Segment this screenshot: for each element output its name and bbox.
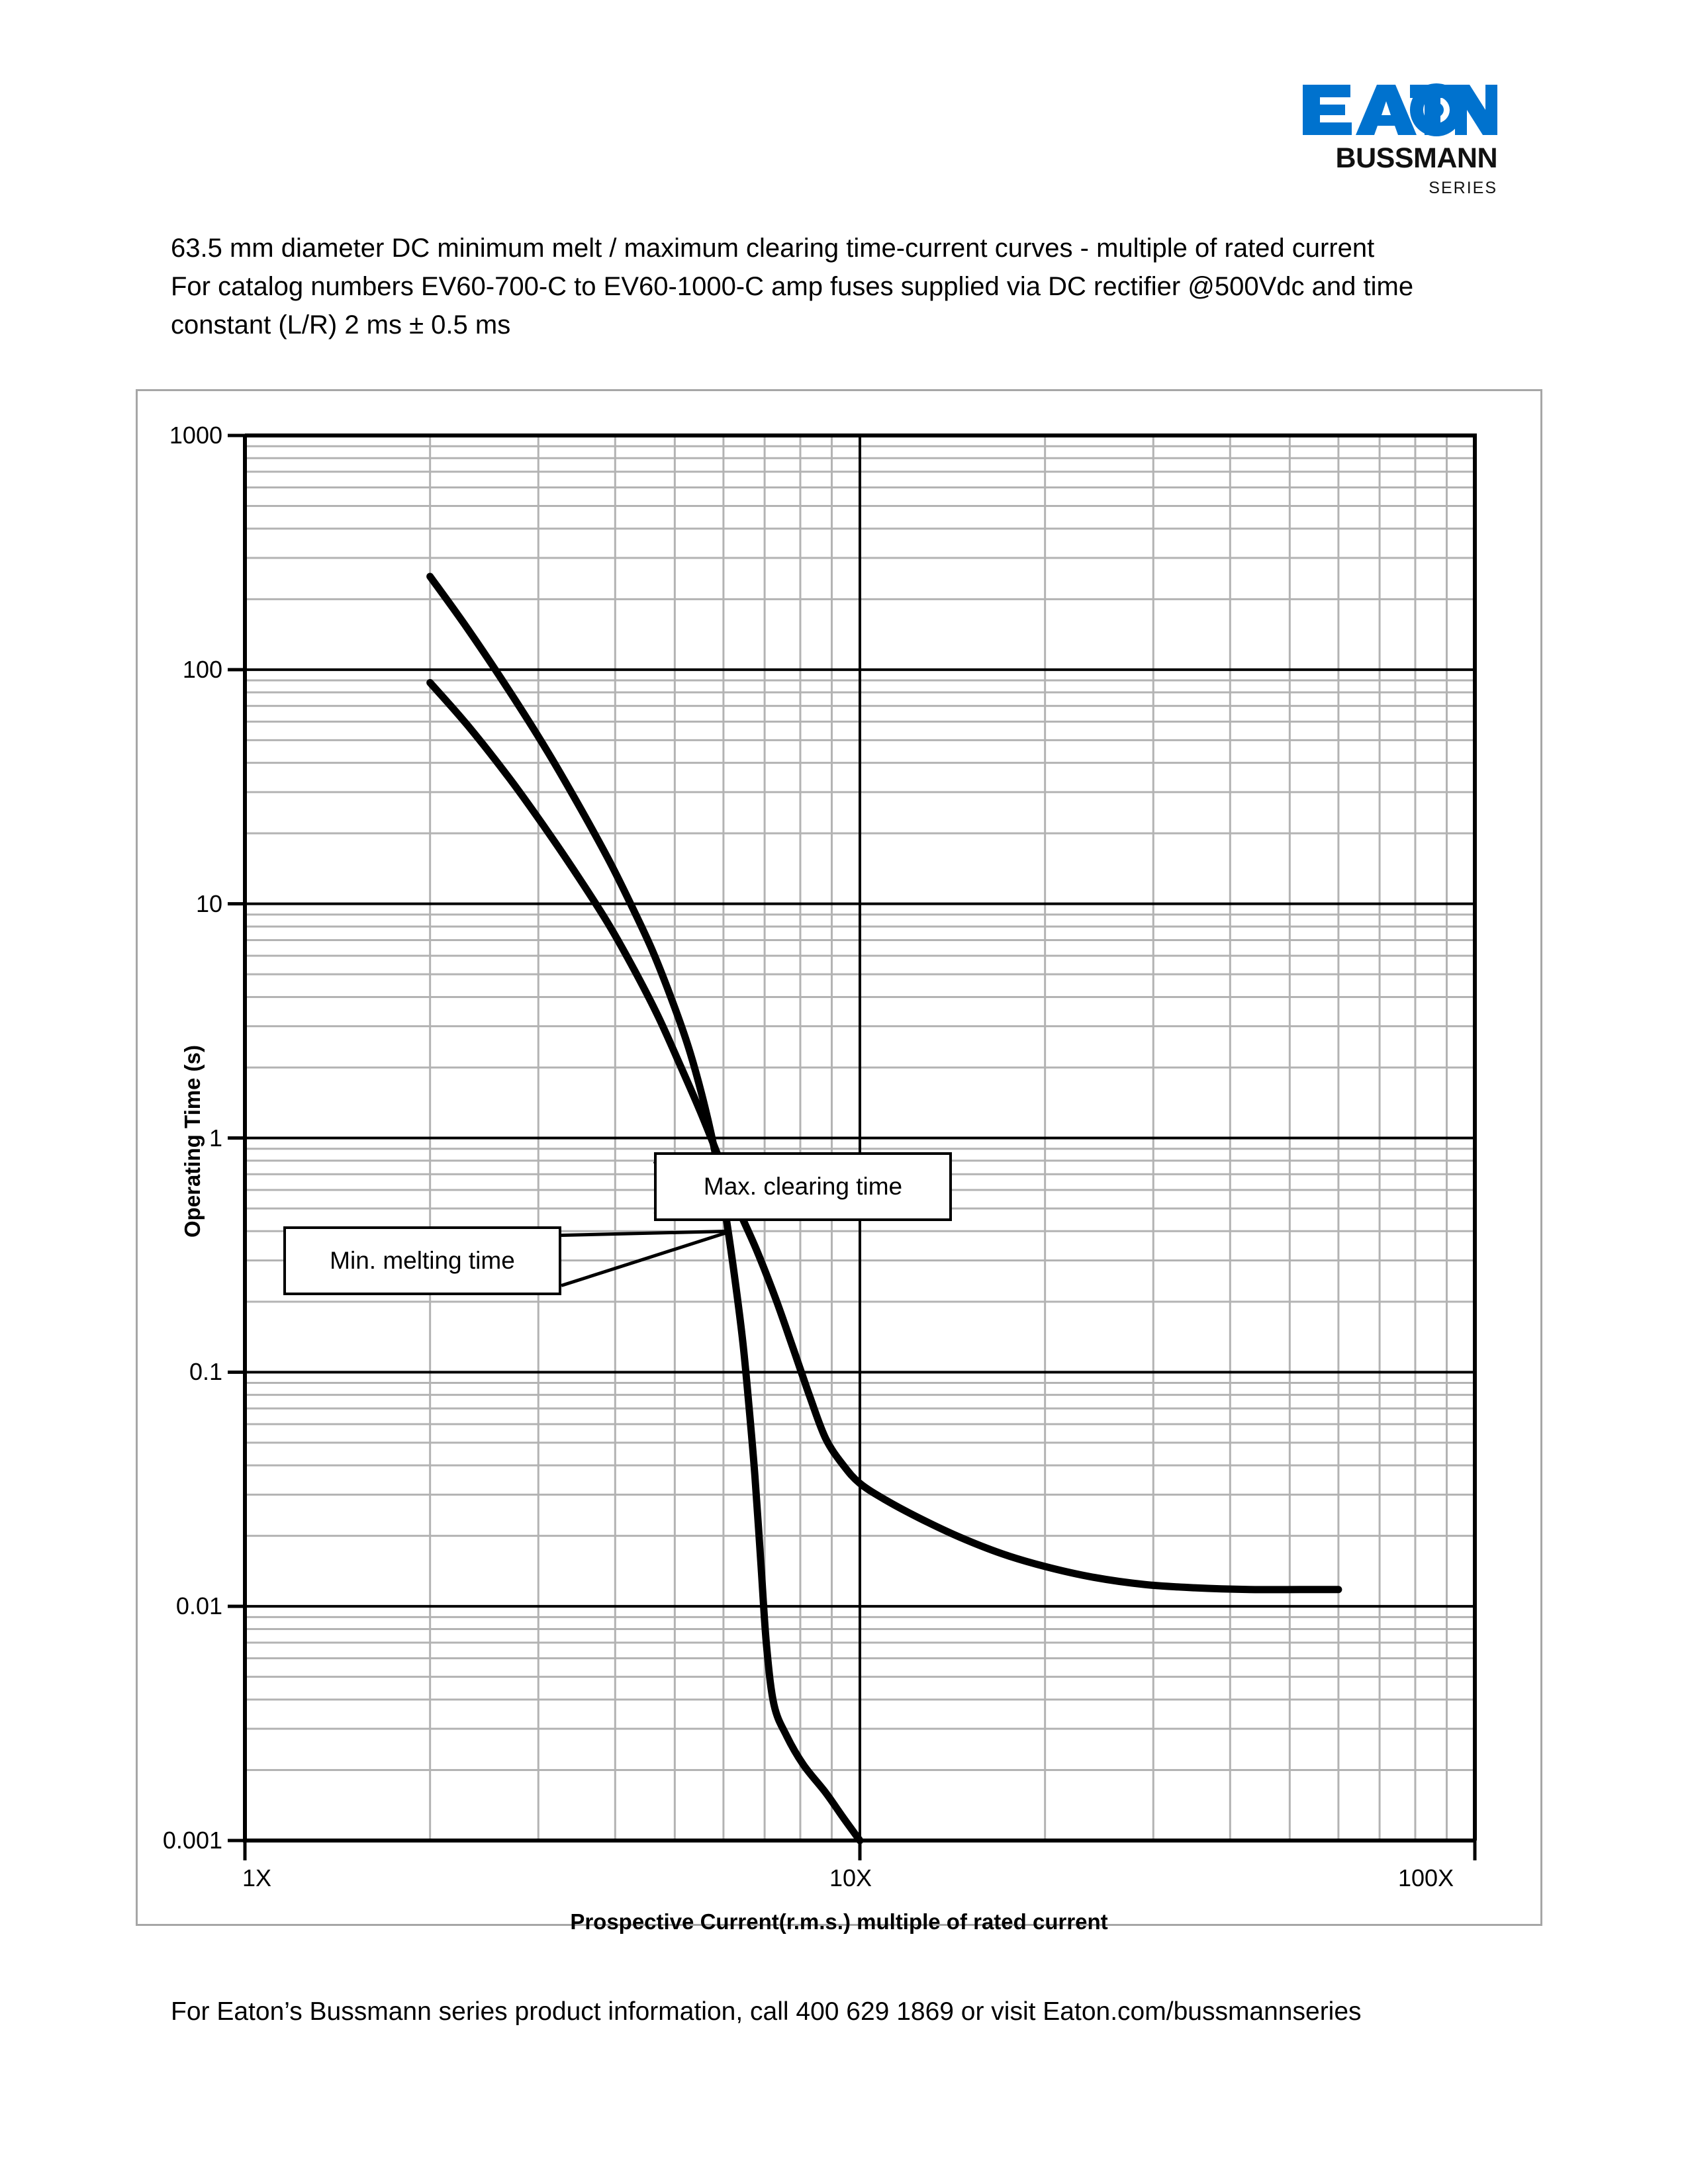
logo-bussmann-text: BUSSMANN [1335,142,1498,174]
y-tick-label: 0.01 [175,1592,222,1620]
x-tick-label: 10X [829,1864,872,1891]
page-title: 63.5 mm diameter DC minimum melt / maxim… [171,229,1488,344]
title-line-3: constant (L/R) 2 ms ± 0.5 ms [171,310,511,340]
callout-max-clearing-time: Max. clearing time [654,1152,952,1221]
title-line-1: 63.5 mm diameter DC minimum melt / maxim… [171,234,1375,263]
y-tick-label: 1000 [169,422,222,449]
footer-contact-info: For Eaton’s Bussmann series product info… [171,1997,1362,2026]
y-axis-title: Operating Time (s) [180,1044,205,1238]
x-axis-title: Prospective Current(r.m.s.) multiple of … [570,1909,1108,1934]
chart-container: 1000 100 10 1 0.1 0.01 0.001 1X 10X 100X… [136,389,1542,1934]
eaton-bussmann-logo: BUSSMANN SERIES [1299,79,1498,205]
logo-series-text: SERIES [1429,179,1497,197]
y-tick-label: 100 [182,655,222,683]
y-tick-label: 1 [209,1124,222,1152]
x-tick-label: 100X [1398,1864,1454,1891]
y-tick-label: 0.1 [189,1358,222,1386]
curve-max-clearing-time [426,678,1342,1594]
eaton-brand-icon [1303,83,1497,136]
x-tick-label: 1X [242,1864,272,1891]
title-line-2: For catalog numbers EV60-700-C to EV60-1… [171,272,1414,301]
y-tick-label: 10 [195,889,222,917]
y-tick-label: 0.001 [162,1827,222,1854]
time-current-chart [228,433,1477,1860]
callout-min-melting-time: Min. melting time [283,1226,561,1295]
